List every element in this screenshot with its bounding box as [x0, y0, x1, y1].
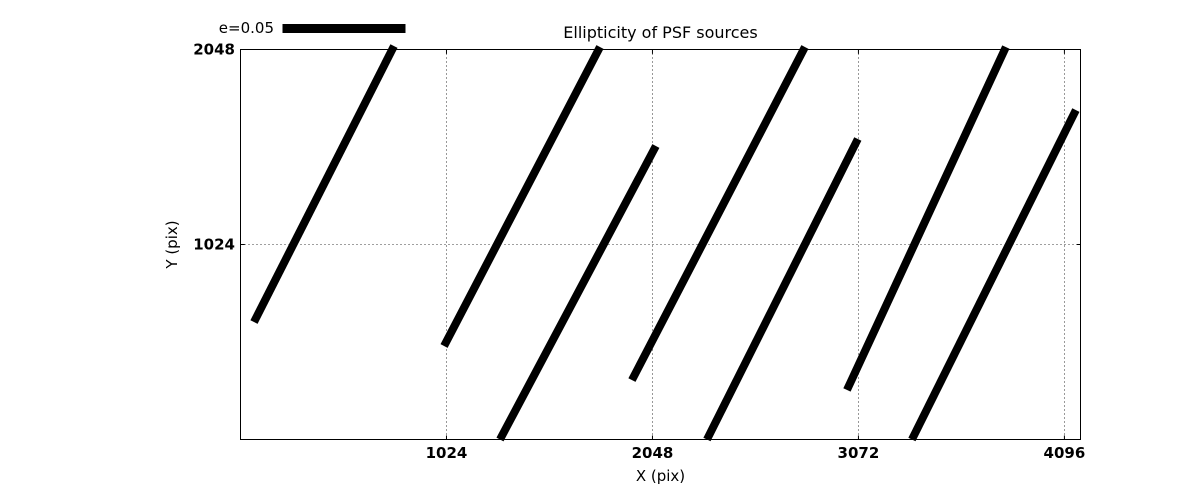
plot-frame [240, 49, 1081, 440]
chart-title: Ellipticity of PSF sources [563, 23, 757, 42]
x-tick-label: 2048 [632, 444, 674, 462]
psf-ellipticity-segment [843, 45, 1010, 392]
psf-ellipticity-segment [908, 108, 1080, 442]
tick-labels: 1024 2048 3072 4096 1024 2048 [193, 41, 1085, 463]
x-tick-label: 1024 [426, 444, 468, 462]
psf-ellipticity-segment [250, 44, 398, 324]
y-tick-label: 2048 [193, 41, 235, 59]
psf-ellipticity-segment [703, 137, 862, 442]
y-axis-label: Y (pix) [163, 220, 181, 269]
psf-ellipticity-segment [440, 45, 604, 348]
x-axis-label: X (pix) [636, 467, 685, 485]
x-tick-label: 3072 [838, 444, 880, 462]
y-tick-label: 1024 [193, 236, 235, 254]
legend-key-bar [282, 24, 406, 33]
x-tick-label: 4096 [1044, 444, 1086, 462]
legend-label: e=0.05 [219, 19, 274, 37]
psf-ellipticity-segment [628, 45, 809, 382]
psf-ellipticity-segment [496, 144, 660, 442]
ellipticity-segments [250, 44, 1080, 442]
